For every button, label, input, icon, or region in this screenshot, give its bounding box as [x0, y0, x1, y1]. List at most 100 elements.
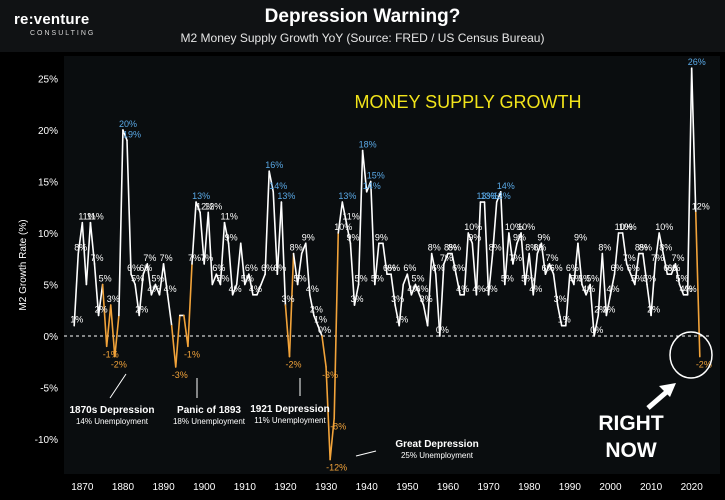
series-segment: [439, 263, 445, 337]
data-label: 5%: [151, 274, 164, 284]
data-label: -1%: [184, 349, 200, 359]
data-label: -8%: [330, 421, 346, 431]
series-segment: [89, 221, 96, 265]
series-segment: [122, 129, 128, 142]
series-segment: [487, 252, 494, 296]
annotation-1921: 1921 Depression 11% Unemployment: [250, 378, 330, 425]
series-segment: [353, 283, 360, 306]
overlay-text: MONEY SUPPLY GROWTH: [354, 92, 581, 112]
series-segment: [304, 242, 311, 296]
axis-ticks: -10% -5% 0% 5% 10% 15% 20% 25% 1870 1880 1890 1900 1…: [35, 75, 704, 494]
data-label: 5%: [570, 274, 583, 284]
data-label: 4%: [407, 284, 420, 294]
annotation-1870s-pointer: [109, 373, 127, 399]
data-label: -2%: [286, 360, 302, 370]
series-segment: [268, 170, 275, 193]
data-label: 4%: [472, 284, 485, 294]
series-segment: [504, 232, 510, 286]
series-segment: [426, 252, 433, 327]
data-label: 8%: [635, 243, 648, 253]
series-segment: [170, 324, 177, 368]
data-labels: 1%8%11%11%7%2%5%-1%3%-2%20%19%6%5%2%6%7%…: [70, 57, 712, 472]
series-segment: [235, 242, 242, 286]
data-label: 4%: [485, 284, 498, 294]
series-segment: [292, 252, 299, 286]
x-tick-label: 1960: [437, 482, 460, 493]
data-label: 7%: [91, 253, 104, 263]
y-tick-label: 5%: [44, 281, 59, 292]
series-segment: [309, 293, 315, 317]
series-segment: [158, 263, 165, 296]
annotation-great-depression-subtitle: 25% Unemployment: [401, 451, 474, 460]
data-label: 7%: [188, 253, 201, 263]
data-label: 6%: [403, 263, 416, 273]
series-segment: [471, 242, 478, 296]
series-segment: [483, 201, 490, 296]
series-segment: [211, 273, 218, 286]
series-segment: [329, 417, 335, 461]
data-label: 5%: [216, 274, 229, 284]
data-label: 14%: [497, 181, 515, 191]
data-label: 14%: [363, 181, 381, 191]
data-label: 8%: [448, 243, 461, 253]
series-segment: [118, 129, 124, 317]
chart-subtitle: M2 Money Supply Growth YoY (Source: FRED…: [180, 31, 545, 45]
series-segment: [231, 283, 238, 296]
x-tick-label: 2000: [599, 482, 622, 493]
annotation-great-depression-title: Great Depression: [395, 439, 478, 450]
series-segment: [272, 191, 279, 276]
series-segment: [593, 314, 600, 337]
series-segment: [296, 252, 303, 286]
series-segment: [93, 263, 100, 317]
series-segment: [134, 283, 140, 317]
data-label: 8%: [290, 243, 303, 253]
x-tick-label: 1870: [71, 482, 94, 493]
series-segment: [191, 201, 197, 265]
series-segment: [508, 232, 514, 265]
data-label: 8%: [533, 243, 546, 253]
series-segment: [499, 191, 506, 286]
data-label: 6%: [139, 263, 152, 273]
series-segment: [662, 252, 669, 276]
series-segment: [349, 242, 356, 306]
y-tick-label: 20%: [38, 126, 58, 137]
series-segment: [406, 273, 413, 296]
data-label: 12%: [196, 201, 214, 211]
x-tick-label: 1900: [193, 482, 216, 493]
series-segment: [581, 283, 587, 296]
series-segment: [361, 149, 368, 193]
x-tick-label: 1910: [234, 482, 257, 493]
series-segment: [556, 304, 563, 327]
series-segment: [516, 232, 522, 245]
x-tick-label: 1930: [315, 482, 338, 493]
series-segment: [280, 201, 287, 306]
data-label: 4%: [229, 284, 242, 294]
data-label: 7%: [200, 253, 213, 263]
data-label: 7%: [651, 253, 664, 263]
series-segment: [150, 283, 157, 296]
series-segment: [256, 283, 262, 296]
data-label: 3%: [351, 294, 364, 304]
series-segment: [443, 252, 449, 265]
data-label: 8%: [74, 243, 87, 253]
series-segment: [223, 221, 230, 245]
data-label: 5%: [586, 274, 599, 284]
series-segment: [520, 232, 526, 286]
data-label: 1%: [395, 315, 408, 325]
x-tick-label: 1990: [559, 482, 582, 493]
data-label: 4%: [164, 284, 177, 294]
x-tick-label: 1920: [274, 482, 297, 493]
y-tick-label: 25%: [38, 75, 58, 86]
data-label: 13%: [493, 191, 511, 201]
data-label: 1%: [558, 315, 571, 325]
series-segment: [142, 263, 149, 276]
series-segment: [544, 263, 551, 276]
series-segment: [597, 252, 604, 317]
data-label: -2%: [111, 360, 127, 370]
annotation-1893-title: Panic of 1893: [177, 405, 241, 416]
data-label: 2%: [602, 304, 615, 314]
data-label: 6%: [383, 263, 396, 273]
x-tick-label: 1970: [477, 482, 500, 493]
series-segment: [130, 273, 136, 286]
series-segment: [345, 221, 352, 245]
